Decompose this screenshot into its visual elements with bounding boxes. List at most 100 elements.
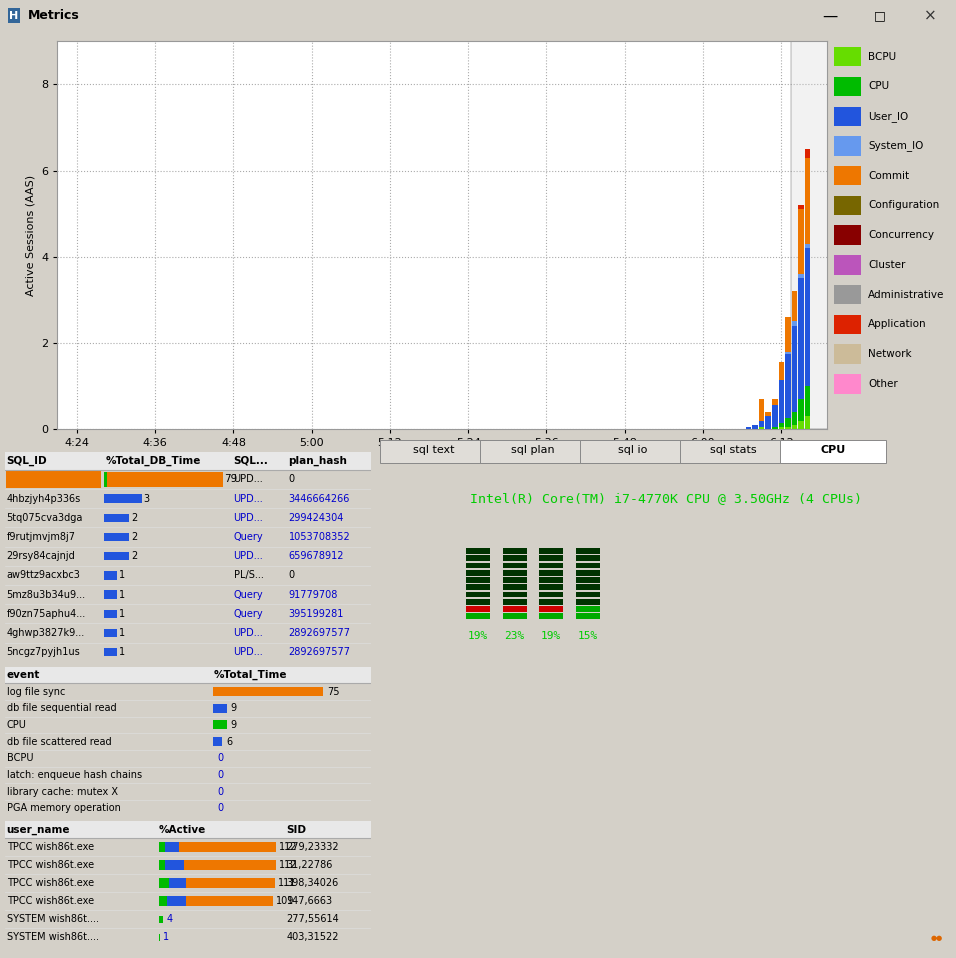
Bar	[5, 822, 371, 837]
Bar	[772, 399, 777, 405]
Bar	[159, 934, 160, 941]
Bar	[467, 592, 490, 598]
Text: 2892697577: 2892697577	[289, 648, 351, 657]
FancyBboxPatch shape	[480, 441, 586, 464]
Text: 2: 2	[131, 551, 138, 561]
Text: 15%: 15%	[577, 631, 598, 641]
Text: 19%: 19%	[541, 631, 561, 641]
Text: Other: Other	[868, 379, 898, 389]
Text: Cluster: Cluster	[868, 260, 905, 270]
Bar	[772, 427, 777, 429]
Text: UPD...: UPD...	[233, 648, 263, 657]
Bar	[503, 556, 527, 561]
Bar	[503, 613, 527, 619]
Text: 147,6663: 147,6663	[287, 896, 333, 906]
Text: %Total_DB_Time: %Total_DB_Time	[105, 456, 201, 466]
Bar	[104, 513, 129, 522]
Bar	[785, 354, 791, 419]
Bar	[5, 667, 371, 683]
Bar	[834, 285, 860, 305]
Text: UPD...: UPD...	[233, 628, 263, 638]
Bar	[766, 416, 771, 429]
Bar	[798, 274, 804, 279]
Bar	[104, 609, 117, 618]
Text: 0: 0	[217, 753, 224, 764]
Bar	[791, 41, 830, 429]
Text: System_IO: System_IO	[868, 141, 923, 151]
Bar	[805, 243, 810, 248]
Text: 6: 6	[226, 737, 232, 746]
Text: Concurrency: Concurrency	[868, 230, 934, 240]
Text: Application: Application	[868, 319, 926, 330]
Bar	[798, 205, 804, 210]
Bar	[503, 562, 527, 568]
Text: 9: 9	[230, 703, 236, 713]
Bar	[792, 322, 797, 326]
Text: TPCC wish86t.exe: TPCC wish86t.exe	[7, 860, 94, 870]
Text: 3: 3	[143, 493, 149, 504]
Text: latch: enqueue hash chains: latch: enqueue hash chains	[7, 770, 141, 780]
Text: library cache: mutex X: library cache: mutex X	[7, 787, 118, 797]
Bar	[467, 556, 490, 561]
Text: user_name: user_name	[7, 825, 70, 834]
Bar	[834, 106, 860, 125]
Bar	[5, 452, 371, 469]
Text: UPD...: UPD...	[233, 513, 263, 523]
Bar	[834, 255, 860, 275]
Bar	[805, 248, 810, 386]
Bar	[539, 584, 563, 590]
Text: 5tq075cva3dga: 5tq075cva3dga	[7, 513, 83, 523]
Bar	[834, 166, 860, 186]
Bar	[805, 157, 810, 243]
Bar	[785, 427, 791, 429]
Bar	[834, 345, 860, 364]
Bar	[805, 386, 810, 416]
Bar	[503, 592, 527, 598]
Text: 1: 1	[163, 932, 169, 943]
Bar	[467, 599, 490, 604]
Text: log file sync: log file sync	[7, 687, 65, 696]
Text: SQL...: SQL...	[233, 456, 269, 466]
Bar	[798, 399, 804, 421]
Bar	[8, 9, 20, 23]
Text: 19%: 19%	[467, 631, 489, 641]
Text: sql plan: sql plan	[511, 445, 555, 455]
Bar	[104, 648, 117, 656]
Bar	[805, 416, 810, 429]
Bar	[159, 842, 164, 852]
Bar	[467, 548, 490, 554]
Bar	[104, 533, 129, 541]
Text: PGA memory operation: PGA memory operation	[7, 804, 120, 813]
Text: 1: 1	[119, 609, 124, 619]
Bar	[503, 584, 527, 590]
Text: 111: 111	[278, 878, 296, 888]
Text: 279,23332: 279,23332	[287, 842, 339, 852]
Text: Query: Query	[233, 589, 263, 600]
Bar	[159, 916, 163, 923]
Text: Configuration: Configuration	[868, 200, 939, 211]
Text: 0: 0	[289, 570, 294, 581]
Text: 395199281: 395199281	[289, 609, 344, 619]
FancyBboxPatch shape	[780, 441, 885, 464]
Bar	[785, 317, 791, 352]
Text: 75: 75	[327, 687, 339, 696]
Bar	[467, 606, 490, 612]
Bar	[785, 352, 791, 354]
Bar	[503, 606, 527, 612]
Text: sql io: sql io	[619, 445, 648, 455]
Text: CPU: CPU	[7, 719, 27, 730]
Bar	[778, 422, 784, 427]
Bar	[576, 570, 599, 576]
Bar	[169, 878, 185, 888]
Bar	[798, 279, 804, 399]
Bar	[467, 577, 490, 582]
Text: 3446664266: 3446664266	[289, 493, 350, 504]
Bar	[104, 471, 223, 487]
Bar	[778, 379, 784, 422]
Bar	[539, 548, 563, 554]
Bar	[834, 315, 860, 334]
Bar	[576, 548, 599, 554]
Bar	[503, 577, 527, 582]
Text: CPU: CPU	[868, 81, 889, 91]
Bar	[792, 326, 797, 412]
